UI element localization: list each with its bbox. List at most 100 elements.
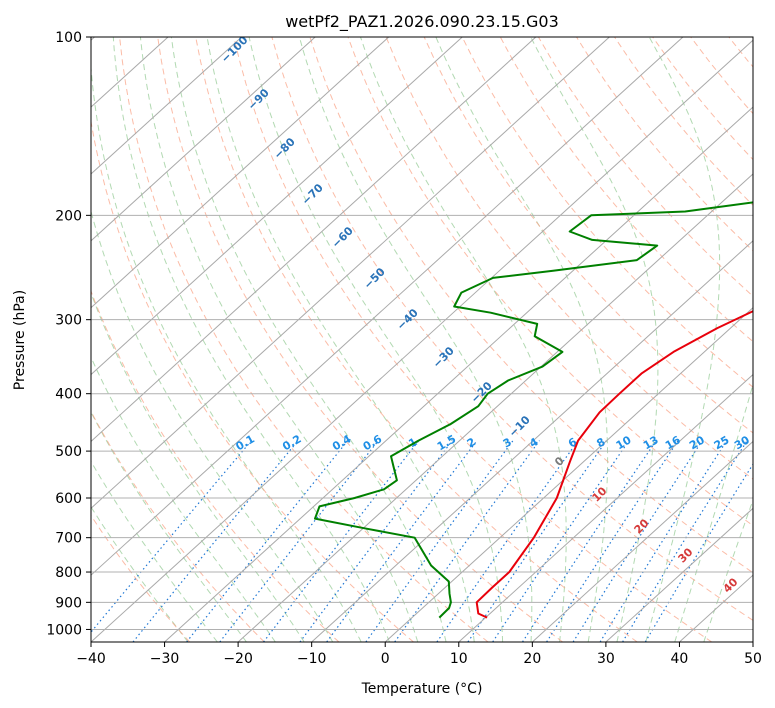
moist-adiabat-line (645, 37, 721, 642)
mixing-ratio-line (91, 440, 252, 634)
x-axis-label: Temperature (°C) (361, 681, 483, 697)
x-tick-label: 10 (450, 651, 468, 667)
mixing-ratio-label: 0.1 (234, 432, 257, 453)
mixing-ratio-line (219, 440, 379, 642)
moist-adiabat-line (530, 37, 659, 642)
mixing-ratio-label: 1.5 (435, 432, 458, 453)
mixing-ratio-line (622, 440, 748, 642)
x-tick-label: 50 (744, 651, 762, 667)
mixing-ratio-label: 0.2 (280, 432, 303, 453)
y-tick-label: 700 (55, 531, 82, 547)
dry-adiabat-line (91, 289, 340, 642)
dry-adiabat-line (91, 514, 191, 642)
dry-adiabats (91, 37, 775, 642)
mixing-ratio-line (365, 440, 514, 642)
isotherm-line (91, 37, 390, 309)
mixing-ratio-label: 30 (732, 433, 752, 452)
mixing-ratio-line (436, 440, 579, 642)
dry-adiabat-label: −90 (245, 86, 272, 113)
mixing-ratio-label: 13 (641, 433, 661, 452)
moist-adiabat-line (248, 37, 504, 642)
moist-adiabat-line (112, 37, 390, 642)
dry-adiabat-label: −100 (219, 33, 251, 65)
moist-adiabat-line (91, 291, 305, 642)
isotherm-line (91, 37, 463, 376)
moist-adiabat-line (91, 355, 276, 642)
dry-adiabat-line (652, 37, 753, 161)
dry-adiabat-line (690, 37, 753, 115)
isotherm-line (605, 507, 753, 642)
mixing-ratio-label: 0.6 (361, 432, 385, 453)
isotherm-line (531, 440, 753, 642)
isotherm-line (164, 106, 753, 642)
dry-adiabat-label: −70 (299, 181, 326, 208)
dry-adiabat-line (195, 37, 638, 642)
moist-adiabat-line (674, 382, 753, 642)
isotherm-line (91, 37, 242, 175)
moist-adiabat-line (703, 498, 753, 642)
isotherm-line (458, 373, 753, 642)
moist-adiabat-line (360, 37, 567, 642)
isobars (91, 37, 753, 630)
y-tick-label: 200 (55, 208, 82, 224)
isotherm-line (752, 641, 753, 642)
y-tick-label: 600 (55, 491, 82, 507)
dry-adiabat-line (91, 410, 265, 642)
dry-adiabat-line (576, 37, 753, 252)
y-tick-label: 100 (55, 30, 82, 46)
y-axis-label: Pressure (hPa) (12, 290, 28, 390)
moist-adiabats (91, 37, 753, 642)
x-tick-label: 30 (597, 651, 615, 667)
mixing-ratio-line (394, 440, 540, 642)
dry-adiabat-label: −10 (506, 413, 533, 440)
dry-adiabat-line (728, 37, 753, 68)
dry-adiabat-line (271, 37, 753, 621)
mixing-ratio-line (299, 440, 453, 642)
isotherm-line (91, 39, 753, 642)
isotherm-line (91, 37, 684, 576)
dry-adiabat-label: 0 (552, 454, 567, 469)
mixing-ratio-label: 0.4 (330, 432, 354, 453)
isotherm-line (384, 306, 753, 642)
moist-adiabat-line (91, 460, 218, 642)
x-tick-label: −30 (150, 651, 180, 667)
mixing-ratio-line (521, 440, 657, 642)
x-tick-label: −20 (223, 651, 253, 667)
x-tick-label: 0 (381, 651, 390, 667)
mixing-ratio-line (546, 440, 679, 642)
mixing-ratio-line (132, 440, 299, 642)
y-tick-label: 500 (55, 444, 82, 460)
moist-adiabat-line (170, 37, 447, 642)
dewpoint-profile-line (314, 201, 753, 619)
dry-adiabat-line (91, 118, 414, 642)
profile-series (314, 201, 753, 619)
isotherm-line (91, 37, 537, 443)
y-tick-label: 1000 (46, 622, 82, 638)
dry-adiabat-line (767, 37, 775, 642)
dry-adiabat-line (385, 37, 753, 480)
x-tick-label: 40 (671, 651, 689, 667)
moist-adiabat-line (435, 37, 609, 642)
chart-title: wetPf2_PAZ1.2026.090.23.15.G03 (285, 12, 559, 32)
mixing-ratio-label: 8 (594, 435, 607, 450)
mixing-ratio-line (186, 440, 349, 642)
mixing-ratio-label: 4 (527, 435, 540, 450)
dry-adiabat-line (309, 37, 753, 574)
moist-adiabat-line (91, 505, 189, 642)
x-tick-label: −10 (297, 651, 327, 667)
moist-adiabat-line (139, 37, 419, 642)
x-tick-label: −40 (76, 651, 106, 667)
dry-adiabat-label: −80 (271, 135, 298, 162)
y-tick-label: 400 (55, 387, 82, 403)
dry-adiabat-label: 20 (632, 516, 652, 536)
mixing-ratio-line (467, 440, 607, 642)
moist-adiabat-line (91, 209, 334, 642)
temperature-profile-line (475, 310, 753, 619)
mixing-ratio-label: 16 (663, 433, 683, 452)
mixing-ratio-label: 20 (687, 433, 707, 452)
mixing-ratio-line (644, 463, 753, 642)
x-axis-ticks: −40 −30 −20 −10 0 10 20 30 40 50 (76, 642, 762, 667)
mixing-ratio-label: 10 (614, 433, 634, 452)
dry-adiabat-label: −60 (329, 224, 356, 251)
